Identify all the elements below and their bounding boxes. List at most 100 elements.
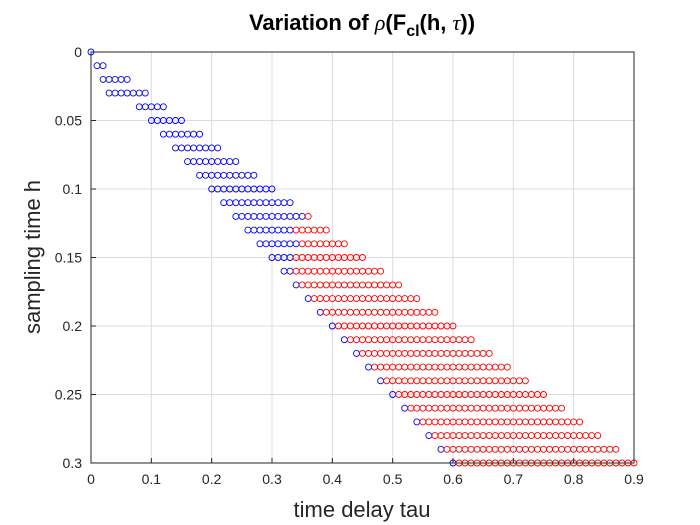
data-point-unstable — [413, 404, 421, 412]
data-point-unstable — [413, 349, 421, 357]
data-point-unstable — [473, 445, 481, 453]
data-point-unstable — [377, 295, 385, 303]
data-point-unstable — [371, 363, 379, 371]
data-point-unstable — [461, 445, 469, 453]
data-point-unstable — [582, 445, 590, 453]
data-point-unstable — [419, 336, 427, 344]
data-point-unstable — [558, 418, 566, 426]
data-point-unstable — [365, 295, 372, 303]
data-point-unstable — [377, 281, 385, 289]
data-point-stable — [244, 199, 252, 207]
data-point-unstable — [365, 336, 372, 344]
data-point-unstable — [371, 267, 379, 275]
data-point-unstable — [359, 295, 366, 303]
data-point-unstable — [558, 445, 566, 453]
data-point-unstable — [497, 418, 505, 426]
data-point-unstable — [515, 418, 523, 426]
data-point-stable — [117, 89, 125, 97]
data-point-stable — [196, 144, 204, 152]
data-point-unstable — [479, 363, 487, 371]
data-point-unstable — [479, 445, 487, 453]
data-point-stable — [172, 144, 179, 152]
data-point-unstable — [455, 349, 463, 357]
data-point-unstable — [346, 336, 354, 344]
data-point-unstable — [407, 308, 415, 316]
data-point-unstable — [546, 418, 553, 426]
data-point-unstable — [425, 418, 433, 426]
data-point-unstable — [383, 377, 391, 385]
data-point-unstable — [419, 308, 427, 316]
data-point-unstable — [395, 377, 403, 385]
data-point-unstable — [437, 336, 445, 344]
data-point-stable — [250, 212, 258, 220]
data-point-stable — [425, 432, 433, 440]
data-point-stable — [365, 363, 372, 371]
data-point-unstable — [377, 308, 385, 316]
data-point-unstable — [473, 404, 481, 412]
data-point-stable — [262, 226, 270, 234]
y-tick-label: 0.15 — [55, 250, 82, 266]
data-point-stable — [353, 349, 360, 357]
data-point-unstable — [527, 445, 535, 453]
data-point-unstable — [377, 267, 385, 275]
data-point-stable — [214, 158, 222, 166]
data-point-unstable — [425, 377, 433, 385]
data-point-stable — [226, 158, 234, 166]
data-point-unstable — [334, 295, 342, 303]
data-point-unstable — [479, 418, 487, 426]
data-point-unstable — [401, 336, 409, 344]
data-point-stable — [377, 377, 385, 385]
data-point-unstable — [431, 432, 439, 440]
data-point-unstable — [534, 404, 541, 412]
y-tick-label: 0.1 — [63, 181, 83, 197]
data-point-unstable — [322, 226, 330, 234]
data-point-stable — [262, 212, 270, 220]
data-point-unstable — [437, 418, 445, 426]
data-point-unstable — [419, 404, 427, 412]
data-point-stable — [111, 75, 119, 83]
data-point-unstable — [322, 240, 330, 248]
x-tick-label: 0.6 — [443, 471, 463, 487]
data-point-unstable — [310, 267, 318, 275]
data-point-unstable — [413, 336, 421, 344]
data-point-unstable — [401, 349, 409, 357]
data-point-stable — [123, 89, 131, 97]
data-point-unstable — [334, 308, 342, 316]
data-point-unstable — [407, 377, 415, 385]
data-point-unstable — [540, 418, 547, 426]
data-point-stable — [214, 144, 222, 152]
data-point-unstable — [377, 349, 385, 357]
data-point-stable — [280, 212, 288, 220]
data-point-stable — [190, 158, 198, 166]
data-point-unstable — [334, 281, 342, 289]
data-point-unstable — [377, 336, 385, 344]
data-point-unstable — [540, 404, 547, 412]
data-point-unstable — [515, 445, 523, 453]
data-points — [87, 48, 638, 467]
data-point-unstable — [467, 377, 475, 385]
data-point-unstable — [449, 322, 457, 330]
data-point-unstable — [461, 418, 469, 426]
data-point-unstable — [527, 432, 535, 440]
data-point-unstable — [534, 432, 541, 440]
data-point-unstable — [479, 432, 487, 440]
data-point-unstable — [304, 240, 312, 248]
data-point-unstable — [443, 377, 451, 385]
data-point-unstable — [425, 349, 433, 357]
data-point-stable — [262, 240, 270, 248]
data-point-unstable — [425, 363, 433, 371]
data-point-unstable — [346, 281, 354, 289]
data-point-stable — [238, 199, 246, 207]
data-point-unstable — [383, 336, 391, 344]
data-point-stable — [190, 130, 198, 138]
data-point-stable — [111, 89, 119, 97]
data-point-unstable — [479, 404, 487, 412]
data-point-unstable — [413, 308, 421, 316]
data-point-unstable — [491, 404, 499, 412]
data-point-unstable — [485, 418, 493, 426]
data-point-stable — [135, 89, 143, 97]
data-point-unstable — [383, 349, 391, 357]
data-point-unstable — [546, 432, 553, 440]
data-point-stable — [214, 171, 222, 179]
